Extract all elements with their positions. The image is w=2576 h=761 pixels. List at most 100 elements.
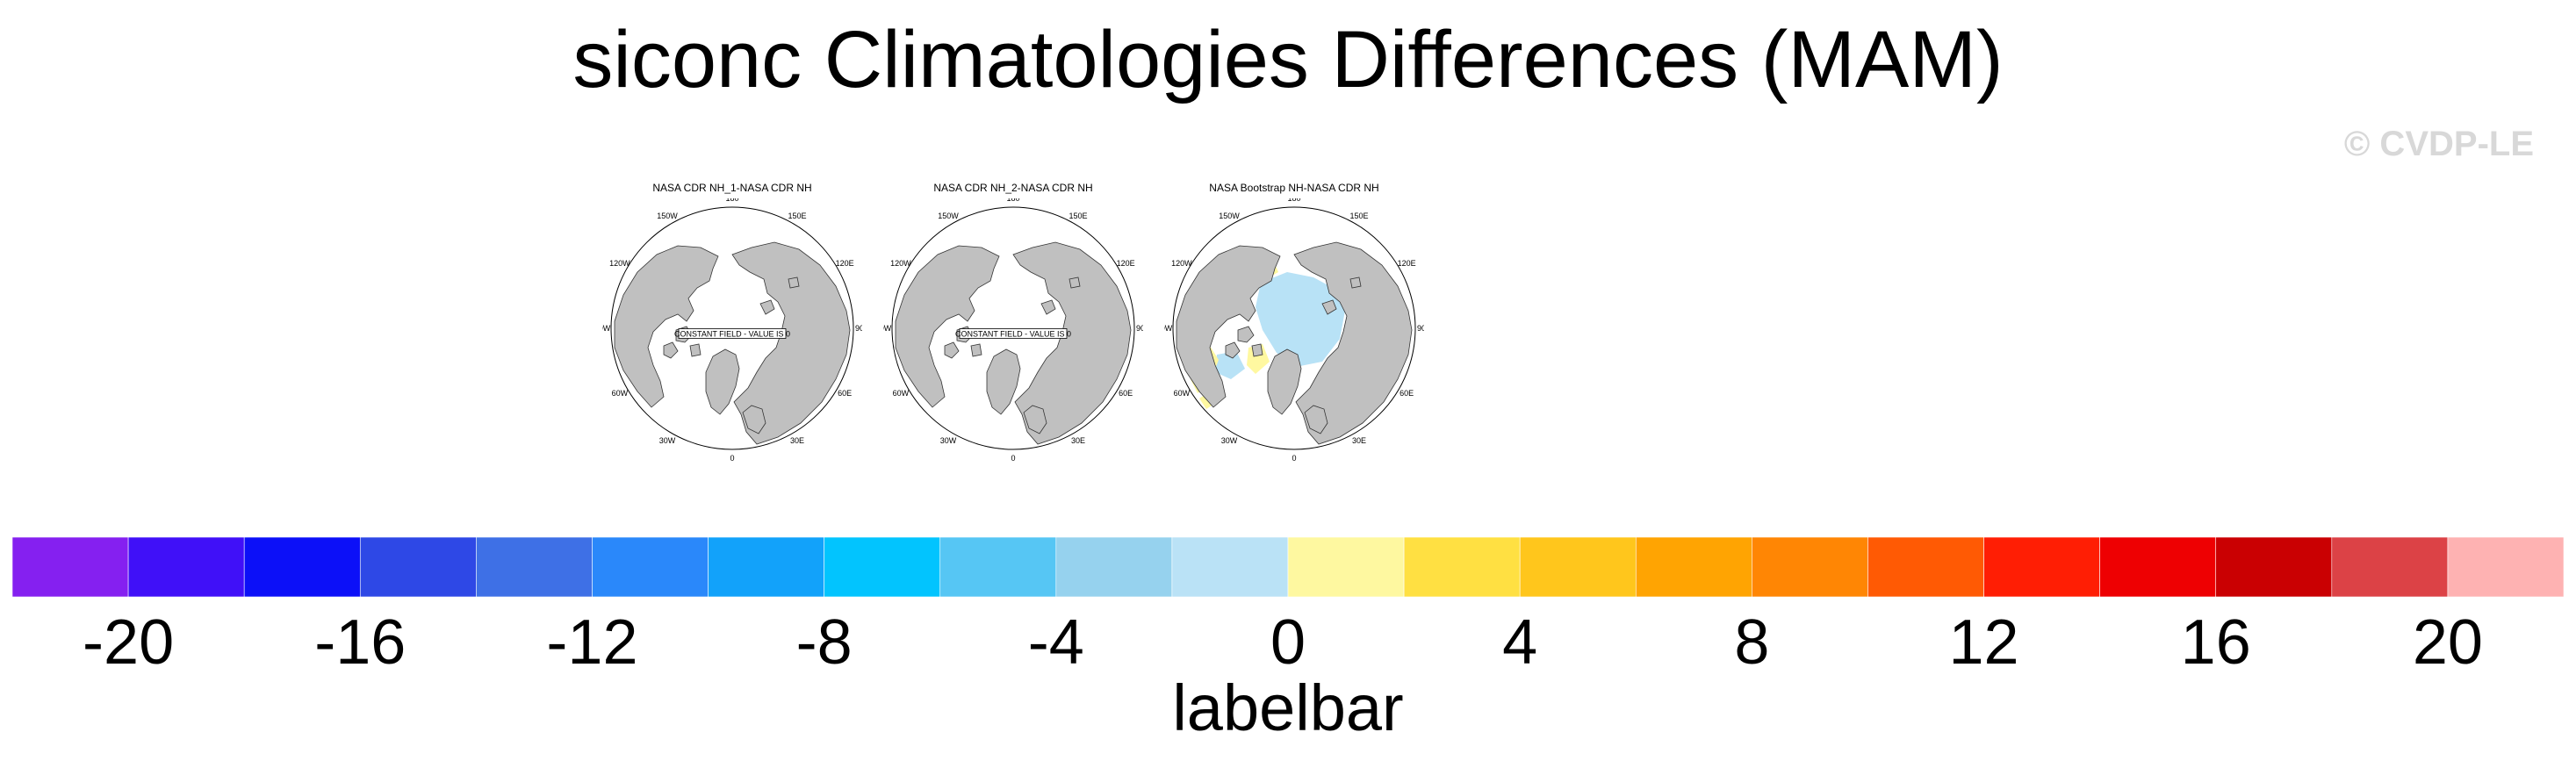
longitude-label: 90W bbox=[602, 324, 611, 333]
longitude-label: 90E bbox=[1417, 324, 1424, 333]
longitude-label: 120E bbox=[1398, 259, 1416, 268]
labelbar-tick-label: -12 bbox=[546, 607, 638, 678]
longitude-label: 150W bbox=[938, 212, 959, 220]
longitude-label: 0 bbox=[730, 454, 734, 462]
labelbar-box bbox=[592, 536, 709, 598]
land-mass bbox=[705, 348, 740, 415]
labelbar-tick-label: 20 bbox=[2412, 607, 2483, 678]
land-mass bbox=[1012, 241, 1132, 445]
land-mass bbox=[1176, 245, 1281, 408]
longitude-label: 180 bbox=[1006, 198, 1019, 203]
labelbar-box bbox=[939, 536, 1057, 598]
land-mass bbox=[1293, 241, 1413, 445]
map-border bbox=[891, 206, 1135, 450]
land-mass bbox=[1321, 299, 1337, 315]
longitude-label: 90E bbox=[1136, 324, 1143, 333]
longitude-label: 120W bbox=[1171, 259, 1192, 268]
labelbar-box bbox=[359, 536, 477, 598]
longitude-label: 150E bbox=[788, 212, 806, 220]
land-mass bbox=[1040, 299, 1056, 315]
positive-anomaly-region bbox=[1247, 344, 1270, 374]
map-border bbox=[1172, 206, 1416, 450]
land-mass bbox=[1225, 341, 1241, 359]
longitude-label: 60E bbox=[1400, 389, 1414, 398]
labelbar-box bbox=[11, 536, 129, 598]
longitude-label: 60W bbox=[1174, 389, 1191, 398]
longitude-label: 30W bbox=[659, 436, 676, 445]
land-mass bbox=[788, 276, 800, 289]
polar-map: 180 150E 120E 90E 60E 30E 0 30W 60W 90W 120W 150W CO… bbox=[602, 198, 862, 462]
panel-title: NASA CDR NH_1-NASA CDR NH bbox=[652, 182, 812, 194]
land-mass bbox=[731, 241, 851, 445]
longitude-label: 30E bbox=[790, 436, 804, 445]
labelbar-box bbox=[1171, 536, 1289, 598]
labelbar-tick-label: -20 bbox=[83, 607, 175, 678]
negative-anomaly-region bbox=[1215, 351, 1245, 379]
labelbar-box bbox=[2099, 536, 2217, 598]
labelbar-box bbox=[243, 536, 361, 598]
constant-field-label: CONSTANT FIELD - VALUE IS 0 bbox=[674, 330, 790, 339]
constant-field-box bbox=[678, 328, 787, 339]
land-mass bbox=[1251, 343, 1263, 357]
longitude-label: 60W bbox=[893, 389, 910, 398]
land-mass bbox=[944, 341, 960, 359]
land-mass bbox=[759, 299, 775, 315]
land-mass bbox=[1304, 405, 1328, 434]
land-mass bbox=[1349, 276, 1362, 289]
longitude-label: 90W bbox=[883, 324, 892, 333]
labelbar-box bbox=[1519, 536, 1637, 598]
labelbar-box bbox=[2215, 536, 2333, 598]
labelbar-tick-label: -8 bbox=[795, 607, 853, 678]
labelbar-box bbox=[1867, 536, 1984, 598]
longitude-label: 90W bbox=[1164, 324, 1173, 333]
labelbar-box bbox=[708, 536, 824, 598]
labelbar-tick-label: 16 bbox=[2180, 607, 2251, 678]
longitude-label: 150W bbox=[657, 212, 678, 220]
land-mass bbox=[614, 245, 719, 408]
longitude-label: 120E bbox=[836, 259, 854, 268]
labelbar-box bbox=[1403, 536, 1521, 598]
labelbar-box bbox=[127, 536, 245, 598]
labelbar-tick-label: 4 bbox=[1502, 607, 1538, 678]
labelbar-title: labelbar bbox=[1172, 671, 1404, 744]
longitude-label: 150E bbox=[1069, 212, 1087, 220]
land-mass bbox=[689, 343, 702, 357]
constant-field-box bbox=[959, 328, 1068, 339]
land-mass bbox=[1237, 326, 1255, 343]
longitude-label: 0 bbox=[1011, 454, 1015, 462]
longitude-label: 60E bbox=[1119, 389, 1133, 398]
land-mass bbox=[1069, 276, 1081, 289]
land-mass bbox=[986, 348, 1021, 415]
polar-map: 180 150E 120E 90E 60E 30E 0 30W 60W 90W 120W 150W bbox=[1164, 198, 1424, 462]
land-mass bbox=[970, 343, 982, 357]
panel-title: NASA Bootstrap NH-NASA CDR NH bbox=[1209, 182, 1379, 194]
longitude-label: 30W bbox=[1221, 436, 1238, 445]
longitude-label: 180 bbox=[725, 198, 738, 203]
labelbar-box bbox=[1287, 536, 1405, 598]
map-panel-1: NASA CDR NH_1-NASA CDR NH 180 150E 120E 90E… bbox=[602, 181, 862, 463]
longitude-label: 30W bbox=[940, 436, 957, 445]
land-mass bbox=[742, 405, 766, 434]
labelbar-tick-label: 0 bbox=[1270, 607, 1306, 678]
labelbar-box bbox=[476, 536, 593, 598]
panel-title: NASA CDR NH_2-NASA CDR NH bbox=[933, 182, 1093, 194]
longitude-label: 0 bbox=[1292, 454, 1296, 462]
longitude-label: 150E bbox=[1349, 212, 1368, 220]
map-border bbox=[610, 206, 854, 450]
labelbar-tick-label: -16 bbox=[314, 607, 407, 678]
constant-field-label: CONSTANT FIELD - VALUE IS 0 bbox=[955, 330, 1071, 339]
labelbar bbox=[11, 536, 2565, 598]
page-title: siconc Climatologies Differences (MAM) bbox=[572, 15, 2004, 104]
polar-map: 180 150E 120E 90E 60E 30E 0 30W 60W 90W 120W 150W CO… bbox=[883, 198, 1143, 462]
longitude-label: 180 bbox=[1287, 198, 1300, 203]
longitude-label: 30E bbox=[1352, 436, 1366, 445]
longitude-label: 120E bbox=[1117, 259, 1135, 268]
land-mass bbox=[895, 245, 1000, 408]
labelbar-box bbox=[824, 536, 941, 598]
labelbar-box bbox=[2447, 536, 2565, 598]
labelbar-box bbox=[1635, 536, 1752, 598]
land-mass bbox=[663, 341, 679, 359]
land-mass bbox=[1267, 348, 1302, 415]
longitude-label: 150W bbox=[1219, 212, 1240, 220]
negative-anomaly-region bbox=[1256, 272, 1345, 367]
